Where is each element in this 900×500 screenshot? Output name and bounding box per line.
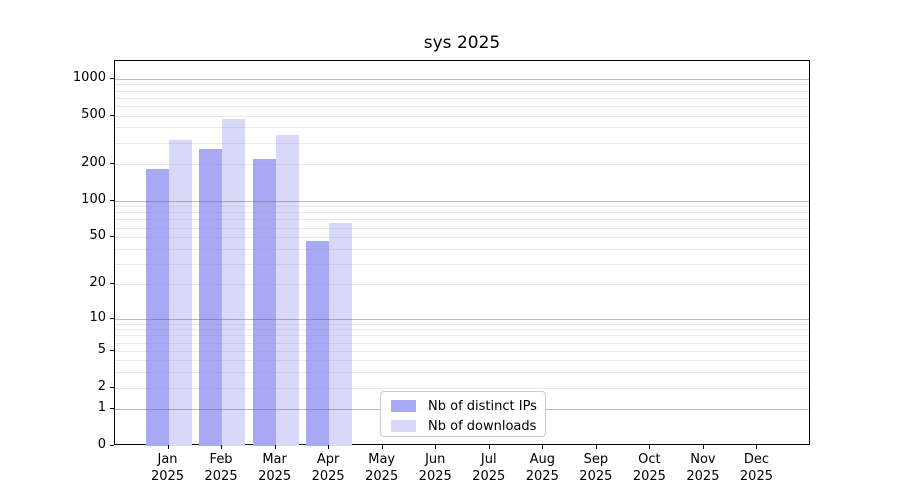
- gridline: [115, 387, 809, 389]
- x-tick-label: May 2025: [365, 452, 399, 484]
- y-tick-mark: [110, 283, 114, 285]
- x-tick-mark: [435, 445, 437, 449]
- y-tick-label: 0: [97, 437, 106, 452]
- y-tick-mark: [110, 163, 114, 165]
- y-tick-mark: [110, 349, 114, 351]
- legend-item-distinct-ips: Nb of distinct IPs: [391, 396, 545, 416]
- legend-item-downloads: Nb of downloads: [391, 416, 545, 436]
- x-tick-mark: [542, 445, 544, 449]
- legend-swatch-downloads: [391, 420, 416, 432]
- gridline: [115, 335, 809, 337]
- x-tick-mark: [167, 445, 169, 449]
- x-tick-label: Dec 2025: [739, 452, 773, 484]
- y-tick-mark: [110, 445, 114, 446]
- gridline: [115, 84, 809, 86]
- legend-swatch-distinct-ips: [391, 400, 416, 412]
- legend-label-downloads: Nb of downloads: [428, 418, 537, 434]
- gridline: [115, 164, 809, 166]
- gridline: [115, 350, 809, 352]
- gridline: [115, 360, 809, 362]
- x-tick-label: Feb 2025: [204, 452, 238, 484]
- x-tick-label: Jun 2025: [418, 452, 452, 484]
- y-tick-label: 1: [97, 400, 106, 416]
- bar: [199, 149, 223, 446]
- x-tick-mark: [381, 445, 383, 449]
- bar: [168, 140, 192, 446]
- x-tick-label: Aug 2025: [525, 452, 559, 484]
- y-tick-mark: [110, 317, 114, 319]
- gridline: [115, 263, 809, 265]
- plot-area: [114, 60, 810, 446]
- gridline: [115, 206, 809, 208]
- gridline: [115, 212, 809, 214]
- x-tick-label: Nov 2025: [686, 452, 720, 484]
- gridline: [115, 284, 809, 286]
- bar: [306, 241, 330, 446]
- gridline: [115, 105, 809, 107]
- x-tick-mark: [595, 445, 597, 449]
- y-tick-mark: [110, 199, 114, 201]
- gridline: [115, 127, 809, 129]
- gridline: [115, 78, 809, 80]
- bar: [145, 169, 169, 446]
- grid-layer: [115, 61, 809, 444]
- y-tick-mark: [110, 77, 114, 79]
- x-tick-label: Sep 2025: [579, 452, 613, 484]
- chart-title: sys 2025: [423, 33, 501, 53]
- gridline: [115, 90, 809, 92]
- x-tick-mark: [702, 445, 704, 449]
- bar: [329, 223, 353, 446]
- x-tick-mark: [649, 445, 651, 449]
- x-tick-mark: [328, 445, 330, 449]
- y-tick-mark: [110, 236, 114, 238]
- bar: [222, 119, 246, 446]
- gridline: [115, 372, 809, 374]
- y-tick-label: 500: [81, 106, 106, 122]
- y-tick-mark: [110, 408, 114, 410]
- x-tick-mark: [756, 445, 758, 449]
- gridline: [115, 237, 809, 239]
- bar: [275, 135, 299, 446]
- y-tick-label: 2: [97, 378, 106, 394]
- gridline: [115, 97, 809, 99]
- x-tick-mark: [221, 445, 223, 449]
- bar: [252, 158, 276, 446]
- y-tick-mark: [110, 386, 114, 388]
- y-tick-label: 200: [81, 155, 106, 171]
- x-tick-label: Jan 2025: [150, 452, 185, 484]
- gridline: [115, 219, 809, 221]
- bars-layer: [115, 61, 809, 446]
- gridline: [115, 248, 809, 250]
- gridline: [115, 227, 809, 229]
- y-tick-label: 20: [89, 275, 106, 291]
- gridline: [115, 142, 809, 144]
- gridline: [115, 329, 809, 331]
- legend: Nb of distinct IPs Nb of downloads: [380, 391, 546, 437]
- x-tick-label: Oct 2025: [632, 452, 666, 484]
- gridline: [115, 318, 809, 320]
- x-tick-mark: [488, 445, 490, 449]
- x-tick-mark: [274, 445, 276, 449]
- gridline: [115, 115, 809, 117]
- x-tick-label: Mar 2025: [258, 452, 292, 484]
- y-tick-label: 5: [97, 341, 106, 357]
- y-tick-label: 50: [89, 228, 106, 244]
- gridline: [115, 342, 809, 344]
- y-tick-mark: [110, 114, 114, 116]
- x-tick-label: Apr 2025: [311, 452, 345, 484]
- gridline: [115, 200, 809, 202]
- y-tick-label: 100: [81, 191, 106, 207]
- x-tick-label: Jul 2025: [472, 452, 506, 484]
- y-tick-label: 1000: [72, 69, 106, 85]
- legend-label-distinct-ips: Nb of distinct IPs: [428, 398, 537, 414]
- gridline: [115, 323, 809, 325]
- y-tick-label: 10: [89, 309, 106, 325]
